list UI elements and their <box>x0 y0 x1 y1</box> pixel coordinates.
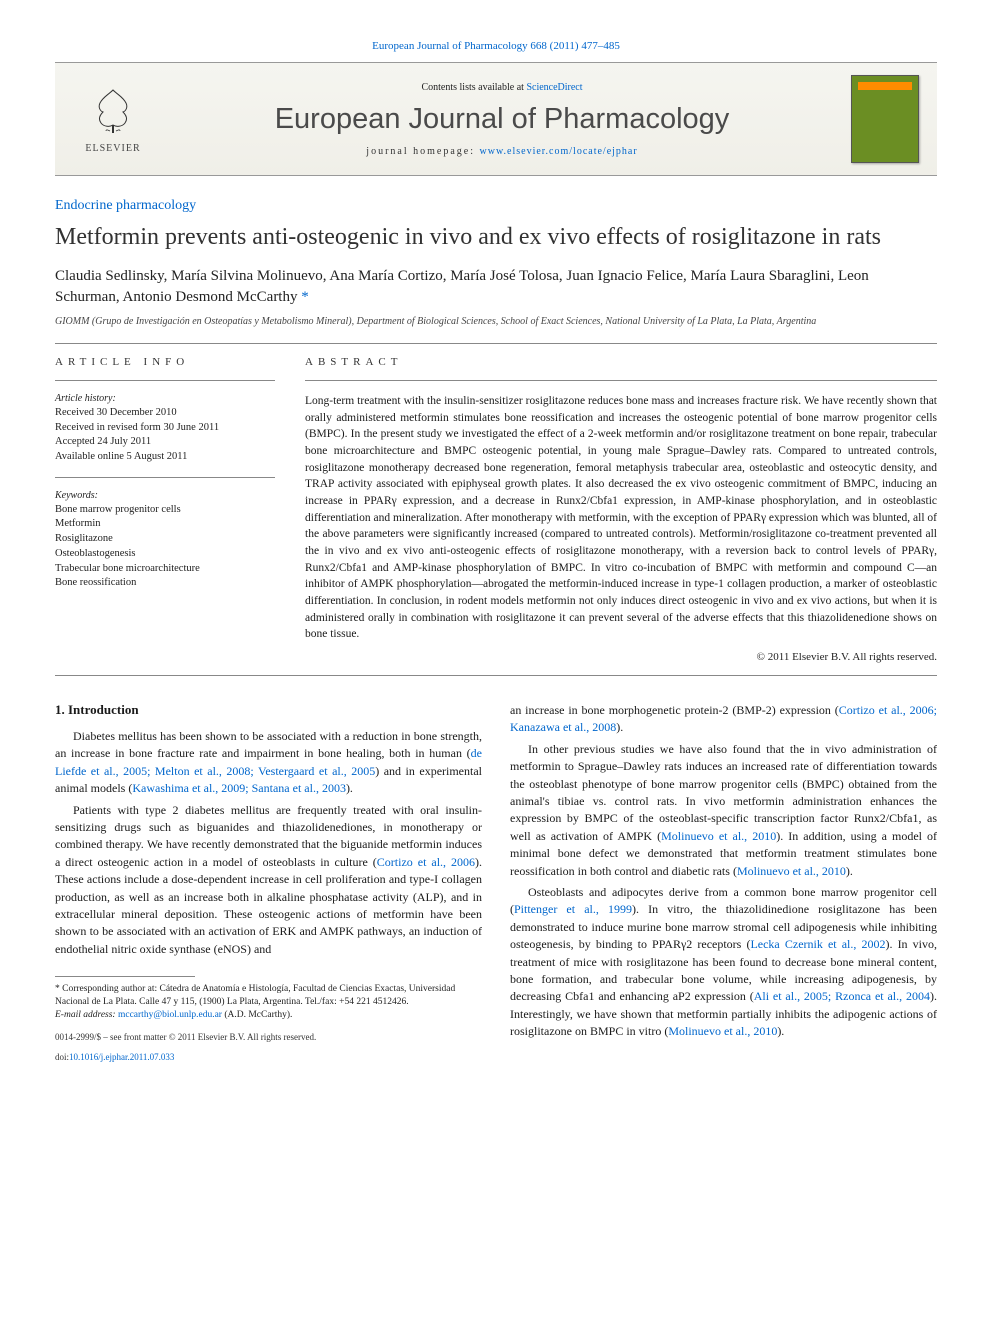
history-label: Article history: <box>55 393 275 404</box>
keyword: Trabecular bone microarchitecture <box>55 562 275 577</box>
received-date: Received 30 December 2010 <box>55 406 275 421</box>
publisher-logo-block: ELSEVIER <box>73 85 153 154</box>
doi-label: doi: <box>55 1052 69 1062</box>
body-two-column: 1. Introduction Diabetes mellitus has be… <box>55 702 937 1062</box>
keywords-label: Keywords: <box>55 490 275 501</box>
journal-banner: ELSEVIER Contents lists available at Sci… <box>55 62 937 176</box>
sciencedirect-link[interactable]: ScienceDirect <box>526 82 582 93</box>
front-matter-line: 0014-2999/$ – see front matter © 2011 El… <box>55 1032 482 1042</box>
footnote-rule <box>55 976 195 977</box>
email-author-name: (A.D. McCarthy). <box>222 1010 292 1020</box>
homepage-link[interactable]: www.elsevier.com/locate/ejphar <box>480 146 638 157</box>
keyword: Rosiglitazone <box>55 532 275 547</box>
keywords-block: Keywords: Bone marrow progenitor cells M… <box>55 490 275 591</box>
contents-prefix: Contents lists available at <box>421 82 526 93</box>
affiliation: GIOMM (Grupo de Investigación en Osteopa… <box>55 316 937 327</box>
online-date: Available online 5 August 2011 <box>55 450 275 465</box>
citation-link[interactable]: Molinuevo et al., 2010 <box>668 1024 777 1038</box>
keyword: Bone marrow progenitor cells <box>55 503 275 518</box>
journal-reference-link[interactable]: European Journal of Pharmacology 668 (20… <box>55 40 937 52</box>
divider-rule <box>55 343 937 344</box>
abstract-rule <box>305 380 937 381</box>
citation-link[interactable]: Pittenger et al., 1999 <box>514 902 632 916</box>
doi-link[interactable]: 10.1016/j.ejphar.2011.07.033 <box>69 1052 174 1062</box>
corresponding-author-marker[interactable]: * <box>301 289 309 305</box>
citation-link[interactable]: Molinuevo et al., 2010 <box>661 829 776 843</box>
citation-link[interactable]: Molinuevo et al., 2010 <box>737 864 846 878</box>
article-title: Metformin prevents anti-osteogenic in vi… <box>55 222 937 252</box>
intro-para-3: In other previous studies we have also f… <box>510 741 937 880</box>
keyword: Bone reossification <box>55 576 275 591</box>
divider-rule-lower <box>55 675 937 676</box>
email-footnote: E-mail address: mccarthy@biol.unlp.edu.a… <box>55 1009 482 1022</box>
keyword: Metformin <box>55 517 275 532</box>
email-link[interactable]: mccarthy@biol.unlp.edu.ar <box>118 1010 222 1020</box>
journal-name: European Journal of Pharmacology <box>153 103 851 136</box>
article-info-heading: ARTICLE INFO <box>55 356 275 368</box>
contents-available-line: Contents lists available at ScienceDirec… <box>153 82 851 93</box>
abstract-heading: ABSTRACT <box>305 356 937 368</box>
intro-para-1: Diabetes mellitus has been shown to be a… <box>55 728 482 798</box>
email-label: E-mail address: <box>55 1010 118 1020</box>
homepage-label: journal homepage: <box>366 146 479 157</box>
corresponding-author-footnote: * Corresponding author at: Cátedra de An… <box>55 983 482 1009</box>
copyright-line: © 2011 Elsevier B.V. All rights reserved… <box>305 651 937 663</box>
journal-homepage-line: journal homepage: www.elsevier.com/locat… <box>153 146 851 157</box>
abstract-column: ABSTRACT Long-term treatment with the in… <box>305 356 937 663</box>
banner-center: Contents lists available at ScienceDirec… <box>153 82 851 157</box>
keyword: Osteoblastogenesis <box>55 547 275 562</box>
citation-link[interactable]: Cortizo et al., 2006 <box>377 855 475 869</box>
publisher-label: ELSEVIER <box>73 143 153 154</box>
doi-line: doi:10.1016/j.ejphar.2011.07.033 <box>55 1052 482 1062</box>
abstract-text: Long-term treatment with the insulin-sen… <box>305 393 937 643</box>
journal-cover-thumbnail <box>851 75 919 163</box>
info-abstract-row: ARTICLE INFO Article history: Received 3… <box>55 356 937 663</box>
body-column-left: 1. Introduction Diabetes mellitus has be… <box>55 702 482 1062</box>
intro-para-2: Patients with type 2 diabetes mellitus a… <box>55 802 482 959</box>
intro-para-4: Osteoblasts and adipocytes derive from a… <box>510 884 937 1041</box>
info-rule <box>55 380 275 381</box>
elsevier-tree-icon <box>88 85 138 135</box>
section-label: Endocrine pharmacology <box>55 198 937 214</box>
intro-para-2-continued: an increase in bone morphogenetic protei… <box>510 702 937 737</box>
accepted-date: Accepted 24 July 2011 <box>55 435 275 450</box>
citation-link[interactable]: Kawashima et al., 2009; Santana et al., … <box>132 781 346 795</box>
introduction-heading: 1. Introduction <box>55 702 482 718</box>
citation-link[interactable]: Ali et al., 2005; Rzonca et al., 2004 <box>754 989 930 1003</box>
revised-date: Received in revised form 30 June 2011 <box>55 421 275 436</box>
article-info-column: ARTICLE INFO Article history: Received 3… <box>55 356 275 663</box>
info-rule-2 <box>55 477 275 478</box>
citation-link[interactable]: Lecka Czernik et al., 2002 <box>750 937 885 951</box>
author-names: Claudia Sedlinsky, María Silvina Molinue… <box>55 268 869 305</box>
page-root: European Journal of Pharmacology 668 (20… <box>0 0 992 1102</box>
body-column-right: an increase in bone morphogenetic protei… <box>510 702 937 1062</box>
author-list: Claudia Sedlinsky, María Silvina Molinue… <box>55 266 937 308</box>
